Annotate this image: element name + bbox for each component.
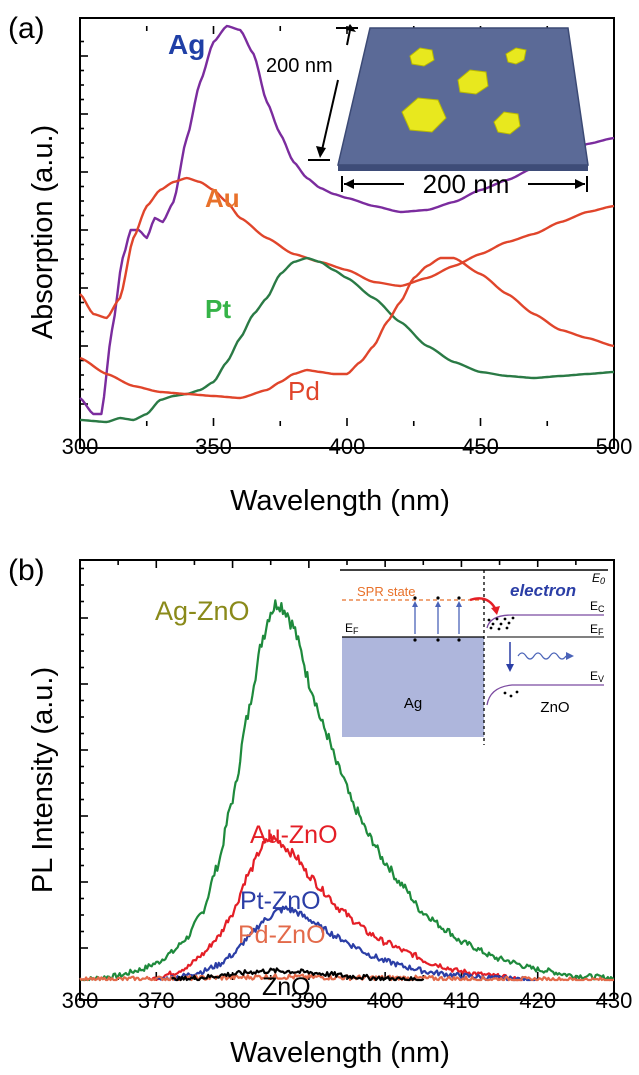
x-tick-label: 400 (367, 988, 404, 1013)
series-label-zno: ZnO (262, 973, 311, 1001)
spr-state-label: SPR state (357, 584, 416, 599)
inset-substrate (337, 27, 589, 166)
e0-label: E0 (592, 571, 605, 586)
series-label-pd-zno: Pd-ZnO (238, 921, 326, 949)
panel-a-label: (a) (8, 12, 45, 45)
electron-dot (436, 596, 440, 600)
x-tick-label: 400 (329, 434, 366, 459)
inset-width-label: 200 nm (423, 169, 510, 199)
panel-b-x-axis-label: Wavelength (nm) (230, 1037, 450, 1069)
hole-dot (503, 691, 507, 695)
x-tick-label: 450 (462, 434, 499, 459)
electron-label: electron (510, 581, 576, 600)
electron-transfer-arrowhead (491, 606, 500, 615)
panel-b-label: (b) (8, 554, 45, 587)
panel-b-curves (79, 599, 615, 982)
electron-dot (507, 621, 511, 625)
recombination-arrowhead (506, 664, 514, 672)
series-line-pt-zno (156, 905, 539, 982)
panel-a-curves (79, 24, 615, 424)
ag-block-label: Ag (404, 695, 422, 712)
valence-band-edge (486, 684, 604, 706)
x-tick-label: 410 (443, 988, 480, 1013)
inset-height-arrow-up (346, 29, 351, 46)
nanoparticle (493, 111, 521, 135)
panel-a: (a) 300 350 400 450 500 Wavelength (nm) Abso… (8, 12, 632, 517)
injected-electrons (487, 616, 515, 631)
electron-dot (503, 617, 507, 621)
ag-metal-block (342, 637, 484, 737)
series-line-pt (79, 256, 615, 424)
x-tick-label: 360 (62, 988, 99, 1013)
electron-dot (457, 596, 461, 600)
inset-height-label: 200 nm (266, 55, 333, 77)
panel-b-inset: E0 EF Ag SPR state electron EC (340, 567, 612, 747)
nanoparticle (409, 47, 435, 67)
series-label-pt: Pt (205, 294, 231, 324)
electron-dot (487, 618, 491, 622)
inset-width-arrowhead-right (575, 179, 585, 189)
hole-dot (509, 694, 513, 698)
x-tick-label: 390 (290, 988, 327, 1013)
panel-a-inset: 200 nm 200 nm (266, 24, 589, 199)
x-tick-label: 500 (596, 434, 633, 459)
nanoparticle (457, 69, 489, 95)
electron-dot (491, 622, 495, 626)
panel-b: (b) 360 370 380 390 400 410 420 430 Wavelength … (8, 554, 632, 1069)
x-tick-label: 300 (62, 434, 99, 459)
conduction-band-edge (486, 614, 604, 629)
zno-block-label: ZnO (540, 699, 569, 716)
series-label-au: Au (205, 183, 240, 213)
series-label-ag: Ag (168, 29, 205, 60)
ev-label: EV (590, 669, 604, 684)
x-tick-label: 370 (138, 988, 175, 1013)
series-line-ag-zno (79, 599, 615, 982)
panel-a-ticks: 300 350 400 450 500 (62, 26, 633, 459)
x-tick-label: 430 (596, 988, 633, 1013)
electron-dot (511, 616, 515, 620)
panel-b-y-axis-label: PL Intensity (a.u.) (27, 667, 59, 893)
series-label-ag-zno: Ag-ZnO (155, 596, 250, 626)
electron-dot (497, 627, 501, 631)
series-line-zno (171, 967, 424, 982)
series-label-pt-zno: Pt-ZnO (240, 887, 321, 915)
series-label-pd: Pd (288, 376, 320, 406)
electron-dot (505, 626, 509, 630)
electron-dot (489, 626, 493, 630)
hole-dot (436, 638, 440, 642)
series-label-au-zno: Au-ZnO (250, 821, 338, 849)
inset-height-arrow-down (321, 79, 339, 151)
ef-left-label: EF (345, 621, 359, 636)
x-tick-label: 420 (519, 988, 556, 1013)
excitation-arrowhead (456, 601, 462, 607)
electron-dot (413, 596, 417, 600)
inset-width-arrowhead-left (344, 179, 354, 189)
electron-dot (495, 617, 499, 621)
excitation-arrowhead (435, 601, 441, 607)
x-tick-label: 350 (195, 434, 232, 459)
inset-substrate-edge (338, 165, 588, 171)
hole-dot (457, 638, 461, 642)
series-line-pd (79, 256, 615, 400)
electron-dot (499, 622, 503, 626)
ec-label: EC (590, 599, 605, 614)
nanoparticle (505, 47, 527, 65)
series-line-ag (79, 24, 615, 416)
nanoparticle (401, 97, 447, 133)
emission-photon-wave (517, 652, 567, 660)
emission-photon-arrowhead (566, 652, 574, 660)
excitation-arrowhead (412, 601, 418, 607)
panel-a-y-axis-label: Absorption (a.u.) (27, 125, 59, 339)
hole-dot (413, 638, 417, 642)
series-line-au (79, 176, 615, 320)
panel-a-x-axis-label: Wavelength (nm) (230, 485, 450, 517)
panel-a-plot-frame (79, 17, 615, 449)
inset-height-arrowhead-down (316, 146, 326, 158)
x-tick-label: 380 (214, 988, 251, 1013)
hole-dot (515, 690, 519, 694)
inset-height-arrowhead-up (346, 24, 356, 32)
series-line-au-zno (147, 833, 523, 982)
ef-right-label: EF (590, 622, 604, 637)
